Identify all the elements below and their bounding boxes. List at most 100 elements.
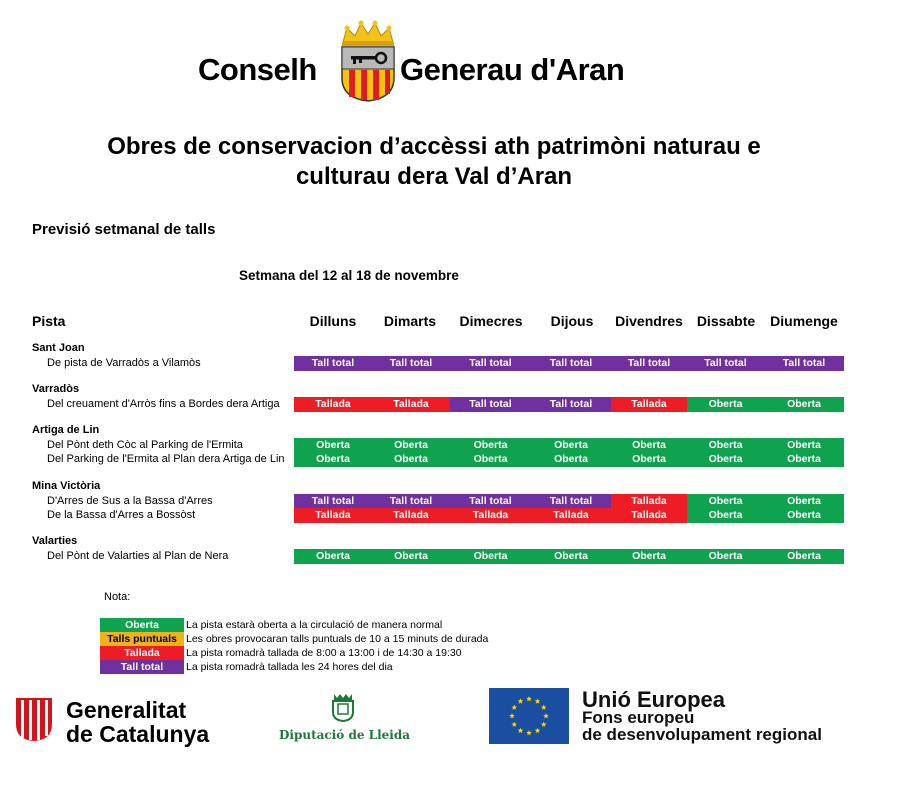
eu-star-icon	[540, 704, 547, 710]
legend-swatch-tallada: Tallada	[100, 646, 184, 660]
status-cell-divendres: Oberta	[611, 438, 687, 453]
diputacio-name: Diputació de Lleida	[279, 728, 411, 742]
status-cell-divendres: Tall total	[611, 356, 687, 371]
eu-fund-line-1: Fons europeu	[582, 708, 695, 727]
status-cell-dimecres: Oberta	[450, 452, 531, 467]
group-header-mina-victoria: Mina Victòria	[32, 480, 101, 492]
status-cell-diumenge: Oberta	[764, 452, 844, 467]
day-header-divendres: Divendres	[615, 313, 683, 329]
status-cell-divendres: Tallada	[611, 494, 687, 509]
status-cell-dijous: Oberta	[531, 438, 611, 453]
route-name: De pista de Varradòs a Vilamòs	[47, 357, 201, 369]
status-cell-dilluns: Oberta	[294, 438, 372, 453]
group-header-varrados: Varradòs	[32, 383, 80, 395]
day-header-dilluns: Dilluns	[309, 313, 357, 329]
eu-star-icon	[511, 704, 518, 710]
day-header-dimecres: Dimecres	[459, 313, 523, 329]
route-name: D'Arres de Sus a la Bassa d'Arres	[47, 495, 213, 507]
status-cell-dijous: Oberta	[531, 452, 611, 467]
status-cell-divendres: Tallada	[611, 508, 687, 523]
status-cell-dimarts: Tall total	[372, 356, 450, 371]
legend-text-tall-total: La pista romadrà tallada les 24 hores de…	[186, 661, 393, 673]
status-cell-dilluns: Oberta	[294, 549, 372, 564]
org-name-right: Generau d'Aran	[400, 52, 625, 87]
status-cell-dimarts: Tallada	[372, 397, 450, 412]
status-cell-dilluns: Tallada	[294, 397, 372, 412]
legend-swatch-talls-puntuals: Talls puntuals	[100, 632, 184, 646]
legend-text-talls-puntuals: Les obres provocaran talls puntuals de 1…	[186, 633, 489, 645]
status-cell-diumenge: Tall total	[764, 356, 844, 371]
eu-name: Unió Europea	[582, 687, 726, 712]
eu-star-icon	[534, 698, 541, 704]
status-cell-dimecres: Oberta	[450, 438, 531, 453]
week-label: Setmana del 12 al 18 de novembre	[239, 268, 459, 283]
status-cell-dimarts: Oberta	[372, 549, 450, 564]
eu-star-icon	[509, 713, 515, 719]
status-cell-dissabte: Oberta	[687, 452, 764, 467]
org-name-left: Conselh	[198, 52, 317, 87]
group-header-sant-joan: Sant Joan	[32, 342, 85, 354]
eu-star-icon	[526, 730, 532, 736]
eu-star-icon	[543, 713, 549, 719]
legend-label: Nota:	[104, 591, 131, 603]
status-cell-dimecres: Oberta	[450, 549, 531, 564]
status-cell-diumenge: Oberta	[764, 549, 844, 564]
status-cell-dissabte: Oberta	[687, 438, 764, 453]
generalitat-logo-icon	[16, 698, 52, 741]
generalitat-name-line-2: de Catalunya	[66, 721, 210, 747]
status-cell-dilluns: Tall total	[294, 356, 372, 371]
status-cell-dilluns: Oberta	[294, 452, 372, 467]
status-cell-dimecres: Tall total	[450, 356, 531, 371]
route-name: De la Bassa d'Arres a Bossòst	[47, 509, 196, 521]
route-name: Del Pònt de Valarties al Plan de Nera	[47, 550, 229, 562]
diputacio-crest-icon	[332, 694, 354, 722]
status-cell-dijous: Tall total	[531, 356, 611, 371]
status-cell-dijous: Tall total	[531, 397, 611, 412]
status-cell-diumenge: Oberta	[764, 397, 844, 412]
day-header-dissabte: Dissabte	[696, 313, 756, 329]
document-title: Obres de conservacion d’accèssi ath patr…	[0, 132, 868, 192]
status-cell-dimecres: Tall total	[450, 397, 531, 412]
status-cell-dissabte: Oberta	[687, 508, 764, 523]
group-header-artiga-de-lin: Artiga de Lin	[32, 424, 100, 436]
legend-swatch-oberta: Oberta	[100, 618, 184, 632]
status-cell-dijous: Oberta	[531, 549, 611, 564]
aran-crest-logo	[341, 20, 395, 102]
status-cell-divendres: Tallada	[611, 397, 687, 412]
eu-star-icon	[517, 727, 524, 734]
status-cell-dimarts: Oberta	[372, 438, 450, 453]
eu-fund-line-2: de desenvolupament regional	[582, 725, 822, 744]
title-line-2: culturau dera Val d’Aran	[295, 163, 573, 190]
route-name: Del Pònt deth Còc al Parking de l'Ermita	[47, 439, 243, 451]
status-cell-diumenge: Oberta	[764, 438, 844, 453]
status-cell-dijous: Tallada	[531, 508, 611, 523]
section-subtitle: Previsió setmanal de talls	[32, 221, 216, 238]
status-cell-dissabte: Oberta	[687, 549, 764, 564]
eu-star-icon	[540, 721, 547, 727]
eu-star-icon	[534, 727, 541, 734]
legend-text-oberta: La pista estarà oberta a la circulació d…	[186, 619, 443, 631]
eu-star-icon	[526, 696, 532, 702]
status-cell-dimecres: Tall total	[450, 494, 531, 509]
legend-swatch-tall-total: Tall total	[100, 660, 184, 674]
legend-text-tallada: La pista romadrà tallada de 8:00 a 13:00…	[186, 647, 462, 659]
day-header-diumenge: Diumenge	[770, 313, 838, 329]
day-header-dijous: Dijous	[550, 313, 594, 329]
column-header-pista: Pista	[32, 313, 66, 329]
status-cell-diumenge: Oberta	[764, 508, 844, 523]
status-cell-dilluns: Tall total	[294, 494, 372, 509]
status-cell-dimarts: Tallada	[372, 508, 450, 523]
status-cell-divendres: Oberta	[611, 452, 687, 467]
eu-star-icon	[517, 698, 524, 704]
status-cell-dissabte: Oberta	[687, 397, 764, 412]
eu-flag-icon	[489, 688, 569, 744]
status-cell-dissabte: Tall total	[687, 356, 764, 371]
status-cell-diumenge: Oberta	[764, 494, 844, 509]
title-line-1: Obres de conservacion d’accèssi ath patr…	[107, 133, 761, 160]
route-name: Del Parking de l'Ermita al Plan dera Art…	[47, 453, 285, 465]
status-cell-dimarts: Oberta	[372, 452, 450, 467]
eu-star-icon	[511, 721, 518, 727]
status-cell-dijous: Tall total	[531, 494, 611, 509]
status-cell-dissabte: Oberta	[687, 494, 764, 509]
route-name: Del creuament d'Arròs fins a Bordes dera…	[47, 398, 280, 410]
